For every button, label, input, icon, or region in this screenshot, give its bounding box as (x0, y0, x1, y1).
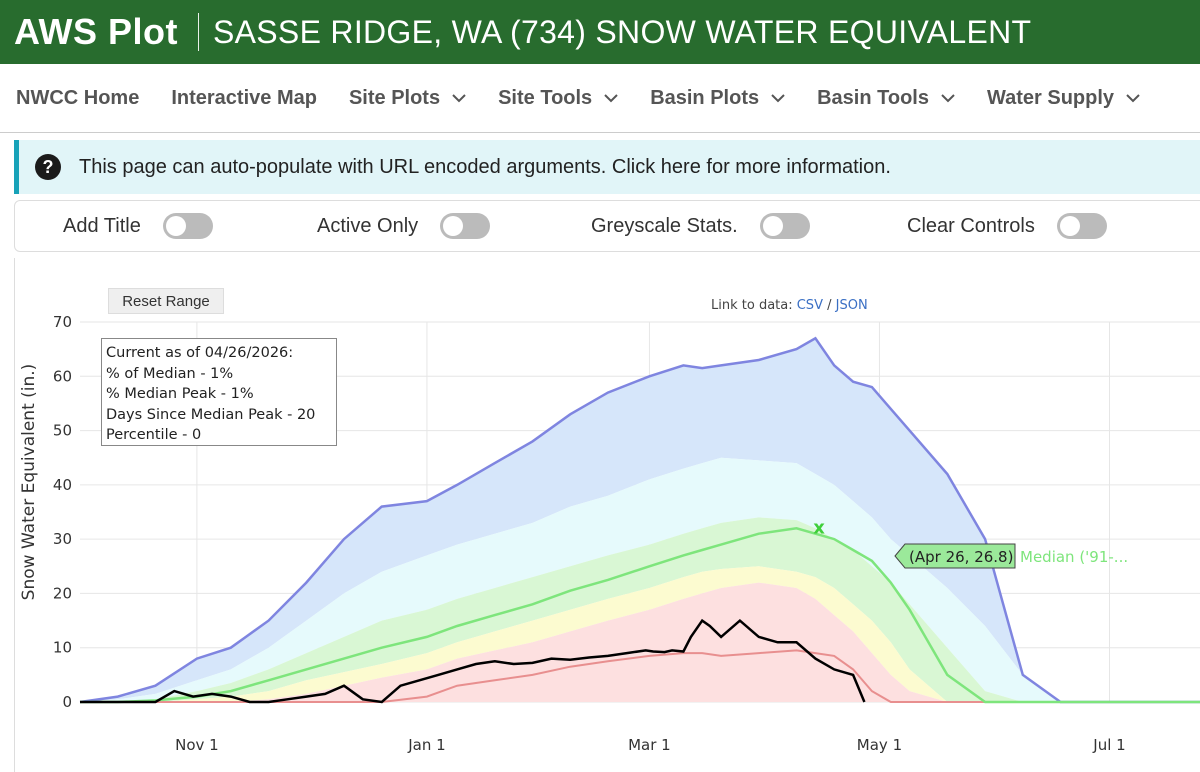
y-tick-label: 20 (53, 584, 72, 602)
y-tick-label: 70 (53, 313, 72, 331)
series-lines (79, 336, 1200, 704)
band-10-min (80, 582, 1200, 702)
control-add-title: Add Title (63, 201, 213, 251)
control-clear-controls: Clear Controls (907, 201, 1107, 251)
info-banner[interactable]: ? This page can auto-populate with URL e… (14, 140, 1200, 194)
hover-label-box (894, 543, 1016, 569)
band-max-90 (80, 338, 1200, 702)
header-divider (198, 13, 199, 51)
y-tick-label: 40 (53, 476, 72, 494)
toggle-knob (762, 216, 783, 236)
nav-label: Site Tools (498, 86, 593, 109)
x-tick-label: Mar 1 (628, 736, 671, 754)
y-tick-label: 50 (53, 422, 72, 440)
stats-line: Days Since Median Peak - 20 (106, 406, 316, 423)
median-line (80, 527, 1200, 704)
toggle-knob (1059, 216, 1080, 236)
control-greyscale-stats: Greyscale Stats. (591, 201, 810, 251)
stats-line: % of Median - 1% (106, 365, 234, 382)
nav-item-basin-plots[interactable]: Basin Plots (650, 87, 785, 110)
json-link[interactable]: JSON (835, 298, 868, 313)
control-label: Add Title (63, 214, 141, 237)
band-30-10 (80, 566, 1200, 702)
toggle-knob (443, 216, 464, 236)
y-tick-label: 0 (62, 693, 72, 711)
x-tick-label: Nov 1 (175, 736, 219, 754)
x-tick-label: Jul 1 (1092, 736, 1125, 754)
nav-label: Basin Tools (817, 86, 929, 109)
nav-label: NWCC Home (16, 86, 140, 109)
nav-item-interactive-map[interactable]: Interactive Map (171, 87, 317, 110)
link-prefix: Link to data: (711, 298, 797, 313)
y-axis-label: Snow Water Equivalent (in.) (19, 364, 39, 601)
nav-item-water-supply[interactable]: Water Supply (987, 87, 1140, 110)
control-label: Clear Controls (907, 214, 1035, 237)
axes: 0 10 20 30 40 50 60 70 Nov 1 Jan 1 Mar 1 May 1 Jul 1 (53, 313, 1126, 754)
stats-line: % Median Peak - 1% (106, 386, 254, 402)
page-title: SASSE RIDGE, WA (734) SNOW WATER EQUIVAL… (213, 13, 1032, 50)
nav-label: Basin Plots (650, 86, 760, 109)
current-year-line (80, 618, 866, 704)
chevron-down-icon (771, 90, 785, 106)
y-tick-label: 10 (53, 639, 72, 657)
active-only-toggle[interactable] (440, 213, 491, 239)
chart-container (14, 258, 1200, 772)
chevron-down-icon (1126, 90, 1140, 106)
y-tick-label: 60 (53, 367, 72, 385)
plot-controls: Add Title Active Only Greyscale Stats. C… (14, 200, 1200, 252)
percentile-bands (80, 338, 1200, 702)
csv-link[interactable]: CSV (796, 298, 823, 313)
chevron-down-icon (941, 90, 955, 106)
hover-series-label: Median ('91-... (1020, 548, 1128, 566)
nav-label: Site Plots (348, 86, 441, 109)
toggle-knob (165, 216, 186, 236)
nav-label: Water Supply (986, 86, 1115, 109)
stats-box: Current as of 04/26/2026: % of Median - … (101, 338, 337, 446)
median-peak-marker: x (813, 518, 825, 539)
nav-label: Interactive Map (171, 86, 317, 109)
overlay: x (Apr 26, 26.8) Median ('91-... (813, 518, 1128, 569)
hover-label-text: (Apr 26, 26.8) (909, 548, 1013, 566)
x-tick-label: Jan 1 (407, 736, 445, 754)
link-separator: / (822, 298, 836, 313)
control-label: Greyscale Stats. (591, 214, 738, 237)
stats-line: Current as of 04/26/2026: (106, 345, 294, 361)
max-line (79, 336, 1200, 704)
main-nav: NWCC Home Interactive Map Site Plots Sit… (0, 64, 1200, 133)
control-active-only: Active Only (317, 201, 491, 251)
chevron-down-icon (452, 90, 466, 106)
greyscale-stats-toggle[interactable] (759, 213, 810, 239)
y-tick-label: 30 (53, 530, 72, 548)
clear-controls-toggle[interactable] (1056, 213, 1107, 239)
brand-title[interactable]: AWS Plot (14, 11, 178, 52)
reset-range-button[interactable]: Reset Range (108, 288, 224, 314)
nav-item-site-plots[interactable]: Site Plots (349, 87, 466, 110)
nav-item-basin-tools[interactable]: Basin Tools (817, 87, 955, 110)
link-to-data: Link to data: CSV / JSON (711, 298, 868, 313)
nav-item-nwcc-home[interactable]: NWCC Home (16, 87, 139, 110)
question-circle-icon: ? (35, 154, 61, 180)
info-text[interactable]: This page can auto-populate with URL enc… (79, 155, 891, 178)
chevron-down-icon (604, 90, 618, 106)
band-90-70 (80, 457, 1200, 702)
x-tick-label: May 1 (857, 736, 902, 754)
app-header: AWS Plot SASSE RIDGE, WA (734) SNOW WATE… (0, 0, 1200, 64)
nav-item-site-tools[interactable]: Site Tools (498, 87, 618, 110)
add-title-toggle[interactable] (162, 213, 213, 239)
stats-line: Percentile - 0 (106, 427, 202, 443)
control-label: Active Only (317, 214, 419, 237)
band-70-30 (80, 517, 1200, 702)
